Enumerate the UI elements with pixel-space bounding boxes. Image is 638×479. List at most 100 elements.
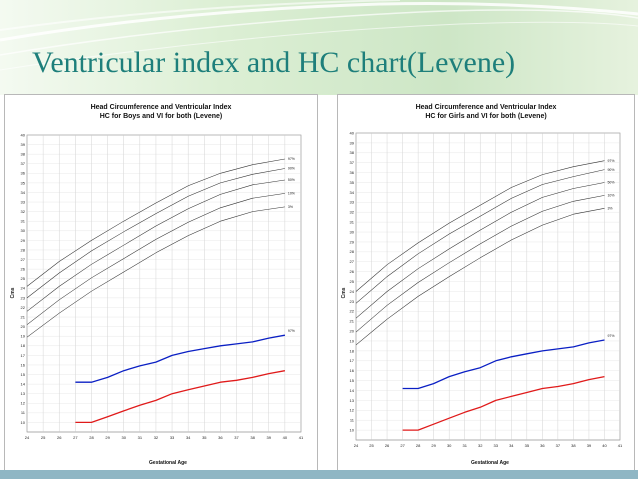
x-tick-label: 40 [602, 443, 607, 448]
series-label: 3% [607, 206, 612, 210]
y-tick-label: 25 [21, 276, 26, 281]
hc-series-line [26, 158, 285, 287]
x-tick-label: 36 [218, 435, 223, 440]
hc-series-line [26, 193, 285, 325]
x-tick-label: 39 [267, 435, 272, 440]
y-tick-label: 19 [21, 334, 26, 339]
y-tick-label: 16 [350, 368, 355, 373]
y-tick-label: 13 [350, 398, 355, 403]
vi-series-line [402, 339, 605, 390]
y-tick-label: 11 [350, 418, 355, 423]
y-tick-label: 22 [21, 305, 26, 310]
chart-subtitle: HC for Girls and VI for both (Levene) [425, 113, 546, 120]
vi-lower-series-line [75, 370, 286, 424]
x-tick-label: 28 [89, 435, 94, 440]
hc-series-line [355, 208, 605, 346]
hc-series-line [26, 179, 285, 312]
series-label: 97% [607, 159, 614, 163]
y-tick-label: 36 [350, 170, 355, 175]
y-tick-label: 10 [21, 420, 26, 425]
y-tick-label: 20 [21, 324, 26, 329]
y-tick-label: 35 [350, 180, 355, 185]
y-tick-label: 23 [350, 299, 355, 304]
y-tick-label: 26 [21, 267, 26, 272]
y-tick-label: 28 [21, 247, 26, 252]
x-tick-label: 38 [571, 443, 576, 448]
x-tick-label: 30 [121, 435, 126, 440]
chart-panel-left: Head Circumference and Ventricular Index… [4, 94, 318, 471]
y-tick-label: 28 [350, 249, 355, 254]
y-tick-label: 15 [350, 378, 355, 383]
slide-footer-bar [0, 470, 638, 479]
y-tick-label: 31 [21, 219, 26, 224]
x-tick-label: 41 [299, 435, 304, 440]
y-tick-label: 32 [21, 209, 26, 214]
hc-boys-chart: Head Circumference and Ventricular Index… [10, 104, 304, 466]
x-tick-label: 35 [525, 443, 530, 448]
y-tick-label: 31 [350, 220, 355, 225]
slide-header: Ventricular index and HC chart(Levene) [0, 0, 638, 95]
y-tick-label: 23 [21, 295, 26, 300]
x-tick-label: 28 [416, 443, 421, 448]
y-tick-label: 39 [21, 142, 26, 147]
series-label: 90% [607, 168, 614, 172]
y-tick-label: 12 [21, 401, 26, 406]
x-axis-label: Gestational Age [471, 460, 509, 466]
vi-series-line [75, 334, 286, 383]
x-tick-label: 27 [400, 443, 405, 448]
y-tick-label: 34 [21, 190, 26, 195]
x-tick-label: 38 [250, 435, 255, 440]
y-tick-label: 22 [350, 309, 355, 314]
y-tick-label: 17 [21, 353, 26, 358]
series-label: 10% [288, 192, 295, 196]
x-tick-label: 34 [186, 435, 191, 440]
hc-series-line [355, 160, 605, 292]
header-decoration [0, 0, 638, 95]
x-tick-label: 29 [105, 435, 110, 440]
series-label: 97% [288, 329, 295, 333]
x-tick-label: 27 [73, 435, 78, 440]
x-tick-label: 29 [431, 443, 436, 448]
series-label: 3% [288, 205, 293, 209]
y-tick-label: 24 [21, 286, 26, 291]
y-tick-label: 38 [21, 152, 26, 157]
y-tick-label: 18 [21, 343, 26, 348]
y-tick-label: 30 [21, 228, 26, 233]
x-tick-label: 32 [478, 443, 483, 448]
x-tick-label: 34 [509, 443, 514, 448]
y-tick-label: 38 [350, 150, 355, 155]
y-tick-label: 37 [21, 161, 26, 166]
x-tick-label: 39 [587, 443, 592, 448]
y-tick-label: 29 [350, 239, 355, 244]
hc-series-line [355, 169, 605, 304]
y-tick-label: 25 [350, 279, 355, 284]
x-tick-label: 25 [41, 435, 46, 440]
x-tick-label: 41 [618, 443, 623, 448]
y-tick-label: 13 [21, 391, 26, 396]
y-tick-label: 33 [350, 200, 355, 205]
x-tick-label: 32 [154, 435, 159, 440]
x-tick-label: 37 [234, 435, 239, 440]
chart-subtitle: HC for Boys and VI for both (Levene) [100, 113, 223, 120]
x-tick-label: 33 [494, 443, 499, 448]
x-tick-label: 37 [556, 443, 561, 448]
y-tick-label: 30 [350, 229, 355, 234]
x-axis-label: Gestational Age [149, 460, 187, 466]
y-tick-label: 27 [350, 259, 355, 264]
y-tick-label: 40 [350, 130, 355, 135]
vi-lower-series-line [402, 375, 605, 431]
y-tick-label: 26 [350, 269, 355, 274]
x-tick-label: 26 [385, 443, 390, 448]
chart-title: Head Circumference and Ventricular Index [91, 104, 232, 111]
y-tick-label: 18 [350, 348, 355, 353]
x-tick-label: 40 [283, 435, 288, 440]
y-tick-label: 21 [350, 319, 355, 324]
slide-title: Ventricular index and HC chart(Levene) [32, 46, 516, 79]
y-tick-label: 35 [21, 180, 26, 185]
y-tick-label: 14 [350, 388, 355, 393]
x-tick-label: 25 [369, 443, 374, 448]
y-tick-label: 29 [21, 238, 26, 243]
y-tick-label: 27 [21, 257, 26, 262]
hc-girls-chart: Head Circumference and Ventricular Index… [341, 104, 623, 466]
y-tick-label: 37 [350, 160, 355, 165]
